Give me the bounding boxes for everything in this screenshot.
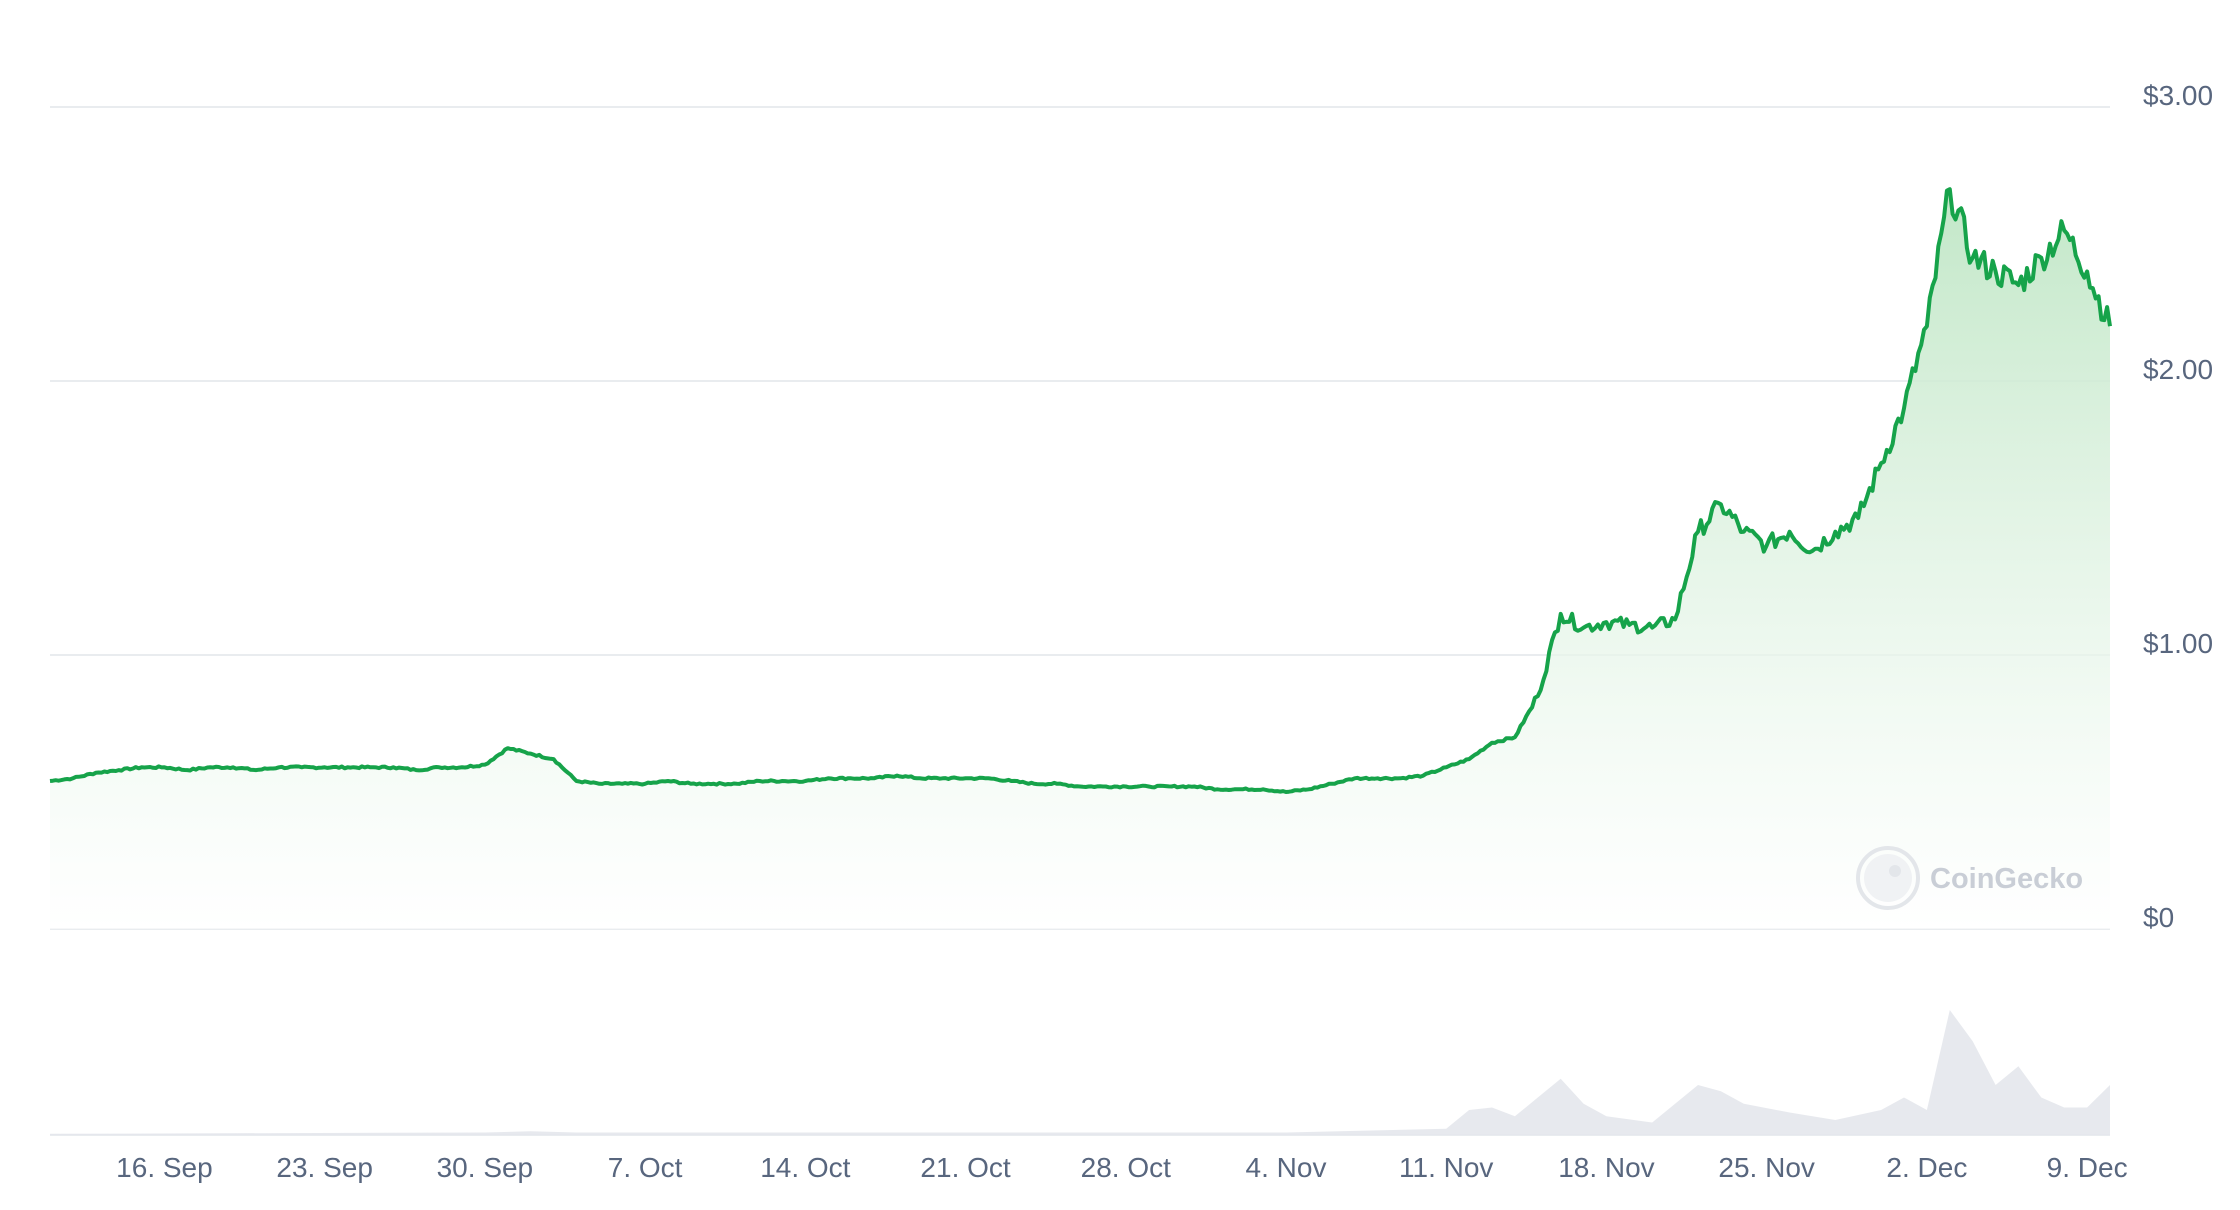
x-tick-label: 7. Oct xyxy=(608,1152,683,1183)
price-series[interactable] xyxy=(49,187,2112,794)
volume-area xyxy=(50,1010,2110,1135)
price-line[interactable] xyxy=(49,187,2112,794)
x-tick-label: 18. Nov xyxy=(1558,1152,1655,1183)
y-tick-label: $1.00 xyxy=(2143,628,2213,659)
x-tick-label: 2. Dec xyxy=(1886,1152,1967,1183)
x-axis-labels: 16. Sep 23. Sep 30. Sep 7. Oct 14. Oct 21. Oc… xyxy=(116,1152,2127,1183)
x-tick-label: 16. Sep xyxy=(116,1152,213,1183)
x-tick-label: 9. Dec xyxy=(2047,1152,2128,1183)
x-tick-label: 30. Sep xyxy=(437,1152,534,1183)
x-tick-label: 4. Nov xyxy=(1246,1152,1327,1183)
x-tick-label: 14. Oct xyxy=(760,1152,850,1183)
x-tick-label: 23. Sep xyxy=(276,1152,373,1183)
y-axis-labels: $0 $1.00 $2.00 $3.00 xyxy=(2143,80,2213,933)
price-area xyxy=(50,189,2110,929)
volume-fill xyxy=(50,1010,2110,1135)
x-tick-label: 11. Nov xyxy=(1399,1152,1493,1183)
coingecko-watermark: CoinGecko xyxy=(1856,846,2083,910)
y-tick-label: $2.00 xyxy=(2143,354,2213,385)
y-tick-label: $3.00 xyxy=(2143,80,2213,111)
price-area-fill xyxy=(50,189,2110,929)
x-tick-label: 25. Nov xyxy=(1718,1152,1815,1183)
y-tick-label: $0 xyxy=(2143,902,2174,933)
x-tick-label: 21. Oct xyxy=(920,1152,1010,1183)
x-tick-label: 28. Oct xyxy=(1081,1152,1171,1183)
watermark-text: CoinGecko xyxy=(1930,863,2083,895)
gecko-logo-icon xyxy=(1856,846,1920,910)
